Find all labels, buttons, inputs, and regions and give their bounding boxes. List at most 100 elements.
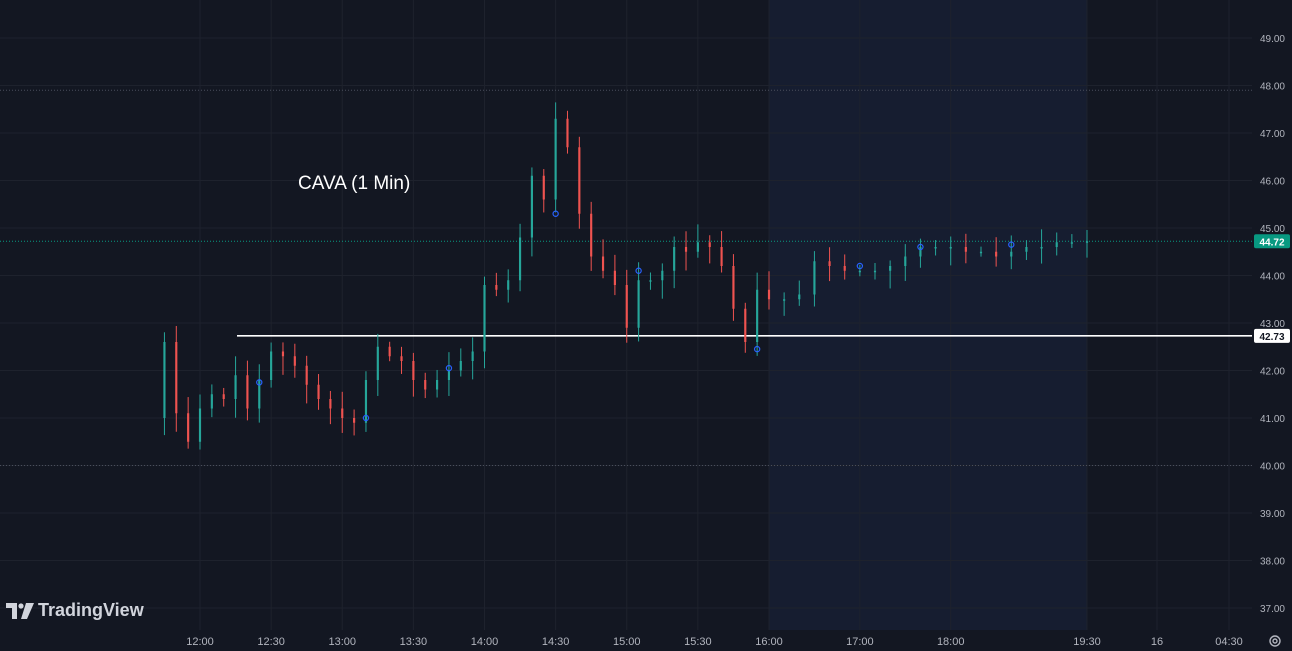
candle-body [949,247,952,249]
y-tick-label: 41.00 [1260,414,1285,425]
candle-body [1085,241,1089,243]
candle-body [554,118,557,200]
event-marker [635,267,642,274]
candle-body [720,247,723,266]
horizontal-line-price-label: 42.73 [1259,332,1284,343]
brand-name: TradingView [38,600,144,620]
candle-body [756,289,759,342]
candle-body [175,342,178,414]
candle-body [436,380,439,390]
y-tick-label: 42.00 [1260,367,1285,378]
candle-body [364,380,368,423]
candle-body [210,394,213,409]
x-tick-label: 12:00 [186,636,214,648]
candle-body [495,285,498,290]
y-tick-label: 49.00 [1260,34,1285,45]
candle-body [281,351,285,357]
candle-body [163,342,166,418]
brand-logo[interactable]: TradingView [6,600,144,621]
candle-body [518,237,522,281]
event-marker [445,364,453,372]
candle-body [566,118,569,148]
candle-body [613,270,616,285]
candle-body [198,408,202,442]
candle-body [798,294,801,300]
candle-body [873,270,877,273]
candle-body [341,408,344,418]
y-tick-label: 48.00 [1260,82,1285,93]
candle-body [934,247,937,249]
x-tick-label: 04:30 [1215,636,1243,648]
candle-body [424,380,427,390]
y-tick-label: 37.00 [1260,604,1285,615]
x-tick-label: 15:00 [613,636,641,648]
y-tick-label: 46.00 [1260,177,1285,188]
candle-body [649,280,652,282]
x-tick-label: 17:00 [846,636,874,648]
candle-body [732,266,735,309]
candle-body [637,280,640,328]
candle-body [904,256,907,266]
candle-body [270,351,273,380]
candle-body [530,175,533,238]
candle-body [187,413,190,442]
candle-body [400,356,403,361]
x-tick-label: 16:00 [755,636,783,648]
candle-body [329,399,332,409]
candle-body [1070,242,1073,244]
y-tick-label: 40.00 [1260,462,1285,473]
x-tick-label: 16 [1151,636,1163,648]
candle-body [783,299,786,301]
candle-body [661,270,664,281]
y-tick-label: 39.00 [1260,509,1285,520]
candle-body [1010,251,1013,257]
markers [256,210,1015,422]
event-marker [753,345,761,353]
x-tick-label: 14:30 [542,636,570,648]
candle-body [459,361,462,371]
candle-body [234,375,237,399]
candle-body [388,346,391,357]
candle-body [889,266,892,271]
candle-body [1040,247,1043,249]
candle-body [222,394,225,399]
x-tick-label: 13:00 [328,636,356,648]
candle-body [979,251,983,254]
gear-icon[interactable] [1268,634,1282,648]
candle-body [293,356,296,366]
y-tick-label: 43.00 [1260,319,1285,330]
event-marker [256,379,263,386]
event-marker [552,210,559,217]
candles [163,102,1089,450]
candle-body [578,147,581,214]
tradingview-logo-icon [6,602,34,619]
candle-body [317,384,320,399]
candle-body [813,261,816,295]
candle-body [744,308,747,342]
last-price-label: 44.72 [1259,237,1284,248]
event-marker [362,414,370,422]
y-tick-label: 38.00 [1260,557,1285,568]
candle-body [507,280,510,290]
candle-body [483,285,486,352]
candle-body [828,261,831,266]
candle-body [471,351,474,361]
candle-body [258,380,261,409]
candle-body [353,418,356,423]
axes: 37.00 38.00 39.00 40.00 41.00 42.00 43.00 44.00… [186,34,1290,648]
x-tick-label: 13:30 [400,636,428,648]
candle-body [542,175,545,200]
candle-body [843,266,846,271]
horizontal-line-price-badge [1254,328,1290,343]
event-marker [856,262,864,270]
candle-body [447,370,451,380]
y-tick-label: 47.00 [1260,129,1285,140]
candle-body [767,289,771,300]
event-marker [1008,241,1015,248]
candle-body [305,365,308,385]
candle-body [964,247,967,252]
candle-body [1025,247,1028,252]
candle-body [590,213,593,257]
